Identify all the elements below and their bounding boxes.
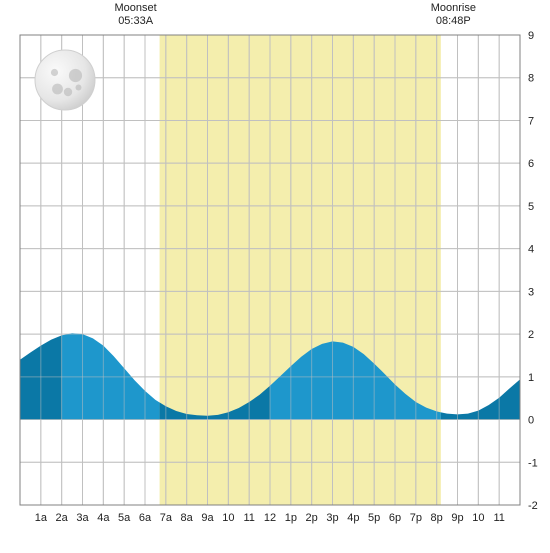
- svg-text:3p: 3p: [326, 512, 338, 524]
- moonset-label: Moonset 05:33A: [96, 2, 176, 28]
- svg-text:12: 12: [264, 512, 276, 524]
- svg-text:6: 6: [528, 158, 534, 170]
- svg-text:11: 11: [493, 512, 504, 524]
- svg-text:1a: 1a: [35, 512, 48, 524]
- svg-text:9a: 9a: [201, 512, 214, 524]
- svg-text:3: 3: [528, 286, 534, 298]
- svg-text:6p: 6p: [389, 512, 401, 524]
- svg-text:4a: 4a: [97, 512, 110, 524]
- svg-text:6a: 6a: [139, 512, 152, 524]
- svg-text:10: 10: [222, 512, 234, 524]
- svg-text:7: 7: [528, 115, 534, 127]
- moonset-time: 05:33A: [96, 15, 176, 28]
- svg-text:2a: 2a: [56, 512, 69, 524]
- svg-text:5p: 5p: [368, 512, 380, 524]
- chart-svg: 1a2a3a4a5a6a7a8a9a1011121p2p3p4p5p6p7p8p…: [0, 0, 550, 550]
- svg-text:9p: 9p: [451, 512, 463, 524]
- svg-text:-2: -2: [528, 500, 538, 512]
- svg-text:3a: 3a: [76, 512, 89, 524]
- svg-text:8a: 8a: [181, 512, 194, 524]
- svg-text:5: 5: [528, 201, 534, 213]
- svg-text:0: 0: [528, 415, 534, 427]
- tide-chart: Moonset 05:33A Moonrise 08:48P 1a 2a 3a 4a 5…: [0, 0, 550, 550]
- svg-text:8: 8: [528, 73, 534, 85]
- svg-text:4p: 4p: [347, 512, 359, 524]
- svg-text:2: 2: [528, 329, 534, 341]
- svg-text:4: 4: [528, 244, 534, 256]
- svg-text:7a: 7a: [160, 512, 173, 524]
- moonrise-time: 08:48P: [413, 15, 493, 28]
- svg-text:11: 11: [243, 512, 254, 524]
- moonrise-label: Moonrise 08:48P: [413, 2, 493, 28]
- svg-text:7p: 7p: [410, 512, 422, 524]
- moonset-title: Moonset: [96, 2, 176, 15]
- svg-text:5a: 5a: [118, 512, 131, 524]
- svg-text:2p: 2p: [306, 512, 318, 524]
- svg-text:9: 9: [528, 30, 534, 42]
- moonrise-title: Moonrise: [413, 2, 493, 15]
- svg-text:-1: -1: [528, 457, 538, 469]
- svg-text:10: 10: [472, 512, 484, 524]
- svg-text:1: 1: [528, 372, 534, 384]
- svg-text:8p: 8p: [431, 512, 443, 524]
- svg-text:1p: 1p: [285, 512, 297, 524]
